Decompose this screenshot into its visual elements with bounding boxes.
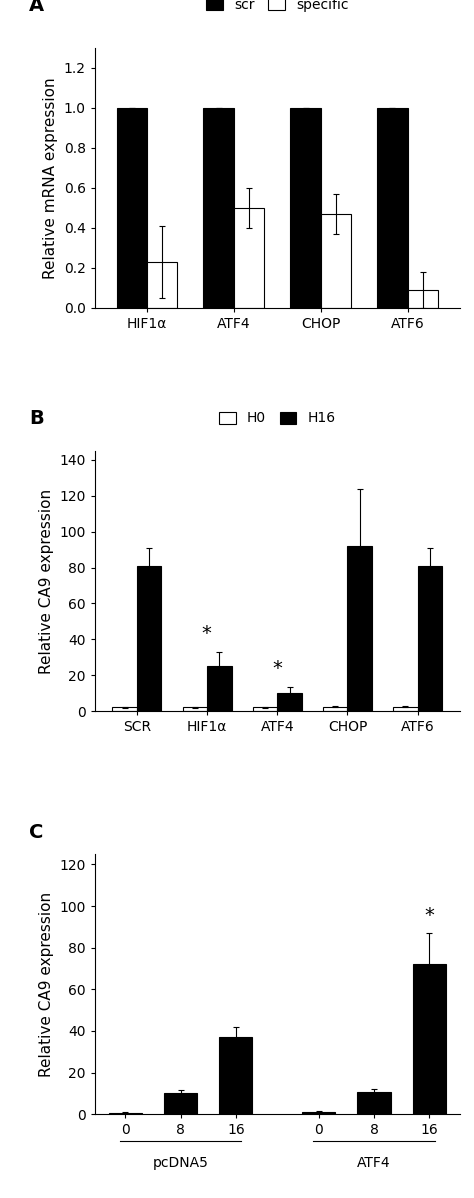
Bar	[347, 546, 372, 712]
Text: ATF4: ATF4	[357, 1156, 391, 1169]
Text: C: C	[29, 823, 44, 842]
Text: B: B	[29, 410, 44, 429]
Text: pcDNA5: pcDNA5	[153, 1156, 209, 1169]
Y-axis label: Relative CA9 expression: Relative CA9 expression	[39, 489, 54, 673]
Bar	[182, 708, 207, 712]
Bar	[418, 565, 442, 712]
Text: A: A	[29, 0, 44, 14]
Bar	[290, 108, 321, 308]
Bar	[219, 1037, 252, 1114]
Bar	[137, 565, 162, 712]
Bar	[323, 707, 347, 712]
Bar	[203, 108, 234, 308]
Bar	[234, 208, 264, 308]
Bar	[321, 214, 351, 308]
Bar	[377, 108, 408, 308]
Bar	[302, 1112, 336, 1114]
Bar	[393, 707, 418, 712]
Bar	[164, 1094, 197, 1114]
Bar	[117, 108, 147, 308]
Bar	[207, 666, 232, 712]
Legend: scr, specific: scr, specific	[201, 0, 354, 18]
Text: *: *	[202, 624, 212, 643]
Bar	[408, 290, 438, 308]
Y-axis label: Relative mRNA expression: Relative mRNA expression	[43, 77, 58, 279]
Text: *: *	[424, 906, 434, 925]
Bar	[413, 964, 446, 1114]
Bar	[147, 262, 177, 308]
Text: *: *	[272, 659, 282, 678]
Bar	[357, 1093, 391, 1114]
Bar	[112, 708, 137, 712]
Bar	[253, 708, 277, 712]
Legend: H0, H16: H0, H16	[213, 406, 341, 431]
Bar	[277, 694, 302, 712]
Y-axis label: Relative CA9 expression: Relative CA9 expression	[39, 891, 54, 1077]
